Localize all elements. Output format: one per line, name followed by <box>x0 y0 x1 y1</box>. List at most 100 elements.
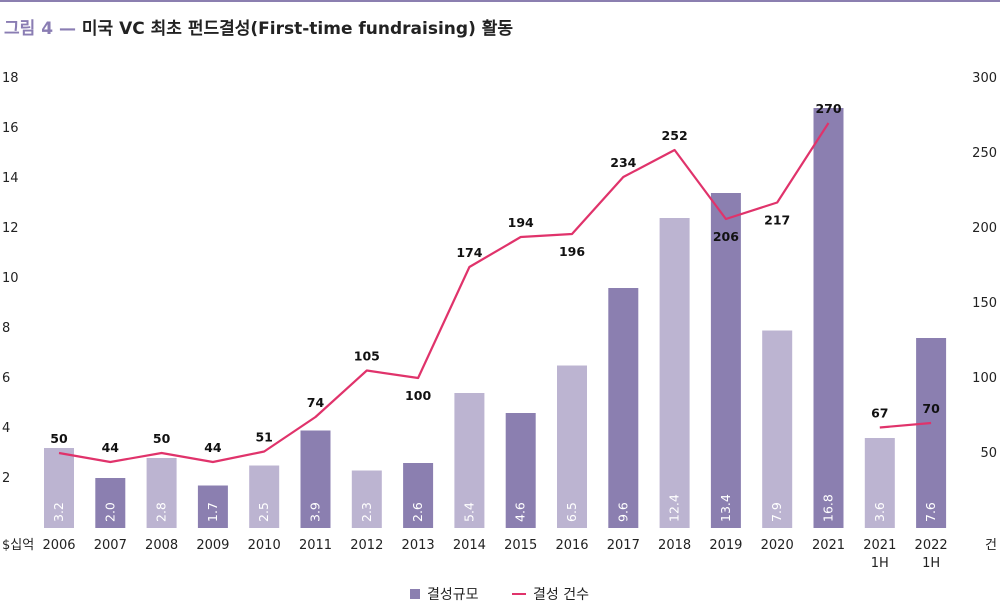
bar-value-label: 5.4 <box>461 502 476 522</box>
x-axis-label: 2013 <box>402 538 435 553</box>
bar <box>864 438 895 528</box>
count-label: 67 <box>871 406 888 421</box>
x-axis-label: 2020 <box>761 538 794 553</box>
x-axis-label: 2015 <box>504 538 537 553</box>
bar-value-label: 7.9 <box>769 502 784 522</box>
x-axis-label: 2007 <box>94 538 127 553</box>
count-label: 105 <box>354 349 380 364</box>
count-label: 270 <box>815 101 841 116</box>
bar <box>659 218 690 528</box>
legend: 결성규모 결성 건수 <box>0 584 1000 604</box>
bar-value-label: 3.6 <box>872 502 887 522</box>
bar <box>505 413 536 528</box>
bar <box>300 430 331 528</box>
bar <box>403 463 434 528</box>
x-axis-label: 2008 <box>145 538 178 553</box>
bar-value-label: 2.5 <box>256 502 271 522</box>
x-axis-label: 2014 <box>453 538 486 553</box>
count-label: 196 <box>559 244 585 259</box>
bar-value-label: 12.4 <box>667 494 682 522</box>
count-label: 100 <box>405 388 431 403</box>
x-axis-label: 2018 <box>658 538 691 553</box>
chart-canvas: 2 4 6 8 10 12 14 16 18 $십억 50 100 150 200 250 300 건 3.2 2.… <box>2 71 997 571</box>
right-axis-tick: 150 <box>972 296 997 311</box>
bar <box>916 338 947 528</box>
right-axis-tick: 250 <box>972 146 997 161</box>
top-rule <box>0 0 1000 2</box>
bar-value-label: 2.8 <box>154 502 169 522</box>
x-axis-label: 2009 <box>196 538 229 553</box>
count-label: 51 <box>255 430 272 445</box>
x-axis-label: 2011 <box>299 538 332 553</box>
legend-line-swatch <box>512 593 526 595</box>
bar <box>197 485 228 528</box>
left-axis-tick: 10 <box>2 271 19 286</box>
figure-label: 그림 4 — <box>4 19 76 39</box>
bar <box>454 393 485 528</box>
bar-value-label: 3.9 <box>308 502 323 522</box>
bar <box>146 458 177 528</box>
bar-value-label: 16.8 <box>821 494 836 522</box>
left-axis-tick: 8 <box>2 321 10 336</box>
count-label: 194 <box>508 215 534 230</box>
x-axis-label: 2021 <box>812 538 845 553</box>
left-axis-tick: 18 <box>2 71 19 86</box>
left-axis-tick: 12 <box>2 221 19 236</box>
legend-line-label: 결성 건수 <box>533 587 589 603</box>
title-text: 미국 VC 최초 펀드결성(First-time fundraising) 활동 <box>81 19 514 39</box>
x-axis-label: 2006 <box>42 538 75 553</box>
bar <box>710 193 741 528</box>
count-label: 217 <box>764 213 790 228</box>
bar-value-label: 2.0 <box>102 502 117 522</box>
left-axis-tick: 4 <box>2 421 10 436</box>
bar <box>608 288 639 528</box>
legend-item-bars: 결성규모 <box>410 584 479 604</box>
bar <box>762 330 793 528</box>
count-label: 50 <box>153 431 171 446</box>
count-label: 174 <box>456 245 482 260</box>
bar-value-label: 2.3 <box>359 502 374 522</box>
x-axis-label: 2012 <box>350 538 383 553</box>
bar <box>44 448 74 528</box>
right-axis-tick: 100 <box>972 371 997 386</box>
left-axis-tick: 2 <box>2 471 10 486</box>
count-line-half-years <box>879 421 932 429</box>
right-axis-unit: 건 <box>985 538 997 553</box>
right-axis-tick: 50 <box>980 446 997 461</box>
bar-value-label: 2.6 <box>410 502 425 522</box>
x-axis-label: 2022 1H <box>915 538 948 571</box>
bar-value-label: 1.7 <box>205 502 220 522</box>
left-axis-tick: 14 <box>2 171 19 186</box>
bar <box>95 478 126 528</box>
bar-value-label: 6.5 <box>564 502 579 522</box>
count-label: 252 <box>662 128 688 143</box>
bar-value-label: 9.6 <box>615 502 630 522</box>
x-axis-label: 2016 <box>555 538 588 553</box>
left-axis-unit: $십억 <box>2 538 34 553</box>
right-axis-tick: 200 <box>972 221 997 236</box>
left-axis-tick: 6 <box>2 371 10 386</box>
count-label: 44 <box>102 440 120 455</box>
count-label: 44 <box>204 440 222 455</box>
x-axis-label: 2019 <box>709 538 742 553</box>
bar-value-label: 3.2 <box>51 502 66 522</box>
bar <box>557 365 587 528</box>
count-label: 74 <box>307 395 325 410</box>
bar <box>249 465 280 528</box>
count-label: 234 <box>610 155 636 170</box>
right-axis-tick: 300 <box>972 71 997 86</box>
left-axis-tick: 16 <box>2 121 19 136</box>
x-axis-label: 2021 1H <box>863 538 896 571</box>
count-line-full-years <box>58 122 830 464</box>
legend-bar-label: 결성규모 <box>427 587 479 603</box>
chart-title: 그림 4 — 미국 VC 최초 펀드결성(First-time fundrais… <box>4 14 513 39</box>
count-label: 50 <box>50 431 68 446</box>
x-axis-label: 2010 <box>248 538 281 553</box>
count-label: 206 <box>713 229 739 244</box>
bar-value-label: 7.6 <box>923 502 938 522</box>
count-label: 70 <box>922 401 940 416</box>
bar <box>351 470 382 528</box>
x-axis-label: 2017 <box>607 538 640 553</box>
legend-item-line: 결성 건수 <box>512 584 589 604</box>
bar <box>813 108 844 528</box>
